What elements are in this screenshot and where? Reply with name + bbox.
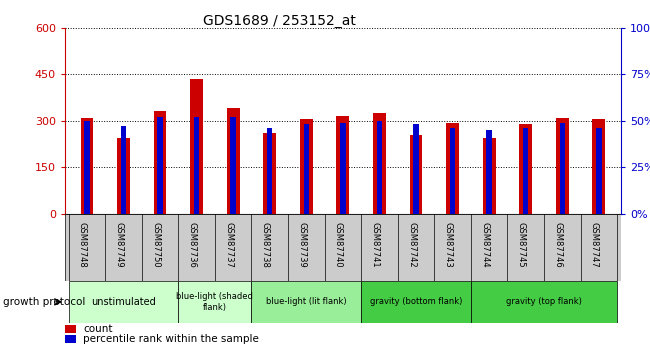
Text: GSM87737: GSM87737 (224, 222, 233, 268)
Bar (560, 122, 565, 214)
Bar (65, 325, 77, 333)
Text: GSM87749: GSM87749 (114, 222, 124, 268)
Text: GDS1689 / 253152_at: GDS1689 / 253152_at (203, 14, 356, 28)
Text: GSM87741: GSM87741 (370, 222, 380, 268)
Bar (446, 123, 459, 214)
Bar (340, 122, 346, 214)
Text: blue-light (lit flank): blue-light (lit flank) (266, 297, 346, 306)
Bar (450, 128, 455, 214)
Bar (267, 128, 272, 214)
Bar (377, 121, 382, 214)
Text: count: count (83, 324, 112, 334)
Text: unstimulated: unstimulated (91, 297, 156, 307)
Text: GSM87748: GSM87748 (78, 222, 87, 268)
Text: GSM87740: GSM87740 (334, 222, 343, 268)
Bar (117, 138, 130, 214)
Bar (592, 119, 605, 214)
Bar (337, 116, 349, 214)
Text: GSM87743: GSM87743 (443, 222, 452, 268)
Bar (81, 118, 94, 214)
Bar (519, 124, 532, 214)
Text: GSM87746: GSM87746 (553, 222, 562, 268)
Text: blue-light (shaded
flank): blue-light (shaded flank) (176, 292, 254, 312)
Text: growth protocol: growth protocol (3, 297, 86, 307)
Bar (84, 121, 90, 214)
Bar (410, 135, 422, 214)
Bar (596, 128, 601, 214)
Bar (252, 281, 361, 323)
Bar (483, 138, 495, 214)
Bar (69, 281, 178, 323)
Text: GSM87745: GSM87745 (517, 222, 526, 268)
Text: GSM87739: GSM87739 (297, 222, 306, 268)
Bar (373, 113, 386, 214)
Text: GSM87750: GSM87750 (151, 222, 160, 268)
Bar (178, 281, 252, 323)
Bar (65, 214, 621, 281)
Bar (300, 119, 313, 214)
Bar (157, 117, 162, 214)
Bar (556, 118, 569, 214)
Bar (231, 117, 236, 214)
Bar (227, 108, 240, 214)
Bar (65, 335, 77, 343)
Text: GSM87736: GSM87736 (188, 222, 196, 268)
Text: gravity (top flank): gravity (top flank) (506, 297, 582, 306)
Bar (523, 128, 528, 214)
Text: GSM87738: GSM87738 (261, 222, 270, 268)
Bar (486, 130, 492, 214)
Bar (471, 281, 617, 323)
Bar (304, 125, 309, 214)
Bar (263, 133, 276, 214)
Text: gravity (bottom flank): gravity (bottom flank) (370, 297, 462, 306)
Bar (153, 111, 166, 214)
Bar (413, 125, 419, 214)
Bar (361, 281, 471, 323)
Bar (121, 126, 126, 214)
Text: GSM87747: GSM87747 (590, 222, 599, 268)
Bar (190, 79, 203, 214)
Text: GSM87744: GSM87744 (480, 222, 489, 268)
Text: GSM87742: GSM87742 (407, 222, 416, 268)
Bar (194, 117, 200, 214)
Text: percentile rank within the sample: percentile rank within the sample (83, 334, 259, 344)
